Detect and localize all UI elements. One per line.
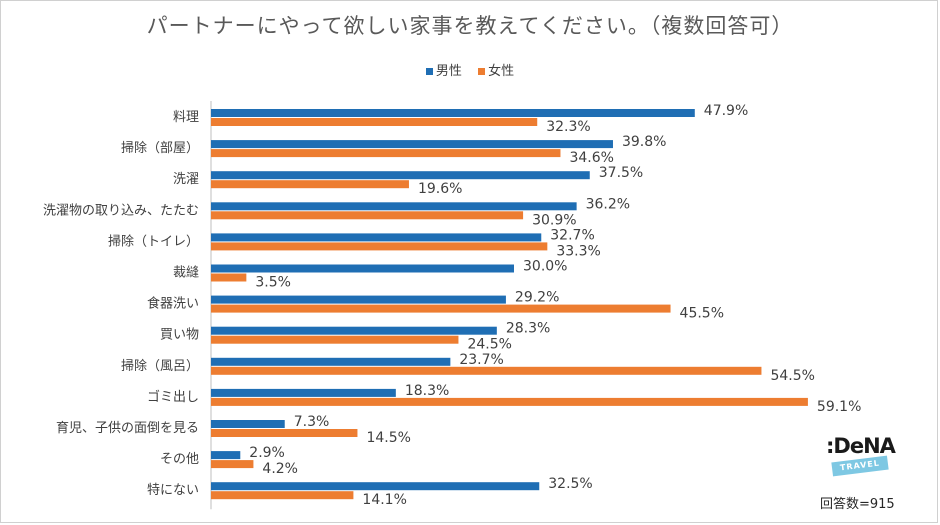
chart-title: パートナーにやって欲しい家事を教えてください。（複数回答可） <box>146 14 794 38</box>
bar-male <box>211 264 514 273</box>
data-label-male: 7.3% <box>294 414 330 430</box>
category-label: 洗濯物の取り込み、たたむ <box>43 203 199 218</box>
bar-female <box>211 118 538 126</box>
data-label-female: 14.5% <box>366 430 410 446</box>
bar-male <box>211 451 241 460</box>
data-label-male: 47.9% <box>704 103 748 119</box>
legend-swatch-female <box>478 68 486 75</box>
logo-badge: TRAVEL <box>831 455 889 477</box>
data-label-male: 18.3% <box>405 383 449 399</box>
data-label-male: 30.0% <box>523 259 567 275</box>
category-label: 裁縫 <box>173 265 199 281</box>
bar-female <box>211 180 409 189</box>
legend-label-male: 男性 <box>435 64 462 79</box>
bar-female <box>211 460 254 469</box>
data-label-female: 4.2% <box>262 461 298 477</box>
legend-label-female: 女性 <box>488 64 515 79</box>
data-label-female: 14.1% <box>362 492 406 508</box>
chart-legend: 男性 女性 <box>0 60 940 79</box>
legend-item-male: 男性 <box>425 60 462 79</box>
data-label-male: 28.3% <box>506 321 550 337</box>
data-label-female: 32.3% <box>546 119 590 135</box>
bar-male <box>211 295 506 304</box>
category-label: 掃除（トイレ） <box>108 233 199 249</box>
category-label: 掃除（風呂） <box>121 358 199 374</box>
bar-female <box>211 304 671 313</box>
bar-female <box>211 366 762 375</box>
category-label: 買い物 <box>160 328 199 343</box>
category-label: 掃除（部屋） <box>121 140 199 156</box>
legend-item-female: 女性 <box>478 60 514 79</box>
bar-female <box>211 211 524 220</box>
category-label: 特にない <box>147 483 199 498</box>
bar-male <box>211 233 542 242</box>
bar-male <box>211 202 577 211</box>
data-label-female: 30.9% <box>532 212 576 228</box>
data-label-female: 3.5% <box>255 275 291 291</box>
bar-male <box>211 482 540 491</box>
category-label: その他 <box>160 452 199 467</box>
logo-text: :DeNA <box>826 434 896 458</box>
response-count: 回答数=915 <box>820 497 895 512</box>
data-label-male: 2.9% <box>249 445 285 461</box>
bar-female <box>211 335 459 344</box>
category-label: ゴミ出し <box>147 389 199 405</box>
bar-male <box>211 326 497 335</box>
data-label-male: 23.7% <box>459 352 503 368</box>
data-label-female: 54.5% <box>770 368 814 384</box>
bar-male <box>211 171 590 180</box>
bar-female <box>211 429 358 437</box>
data-label-female: 59.1% <box>817 399 861 415</box>
category-label: 食器洗い <box>147 296 199 312</box>
category-label: 育児、子供の面倒を見る <box>56 420 199 436</box>
data-label-female: 45.5% <box>680 306 724 322</box>
bar-female <box>211 242 548 251</box>
bar-female <box>211 273 247 282</box>
bar-male <box>211 109 695 117</box>
data-label-female: 24.5% <box>467 337 511 353</box>
data-label-male: 29.2% <box>515 290 559 306</box>
data-label-male: 32.7% <box>550 227 594 243</box>
bar-male <box>211 420 285 428</box>
bar-male <box>211 140 613 149</box>
bar-male <box>211 357 451 366</box>
legend-swatch-male <box>425 68 433 75</box>
data-label-female: 19.6% <box>418 181 462 197</box>
bar-female <box>211 149 561 158</box>
bar-female <box>211 397 808 406</box>
category-label: 洗濯 <box>173 172 199 187</box>
data-label-male: 36.2% <box>586 196 630 212</box>
data-label-female: 33.3% <box>556 243 600 259</box>
category-label: 料理 <box>173 110 199 125</box>
dena-travel-logo: :DeNA TRAVEL <box>826 434 916 477</box>
data-label-female: 34.6% <box>569 150 613 166</box>
bar-female <box>211 491 354 500</box>
data-label-male: 37.5% <box>599 165 643 181</box>
data-label-male: 32.5% <box>548 476 592 492</box>
data-label-male: 39.8% <box>622 134 666 150</box>
bar-male <box>211 388 396 397</box>
